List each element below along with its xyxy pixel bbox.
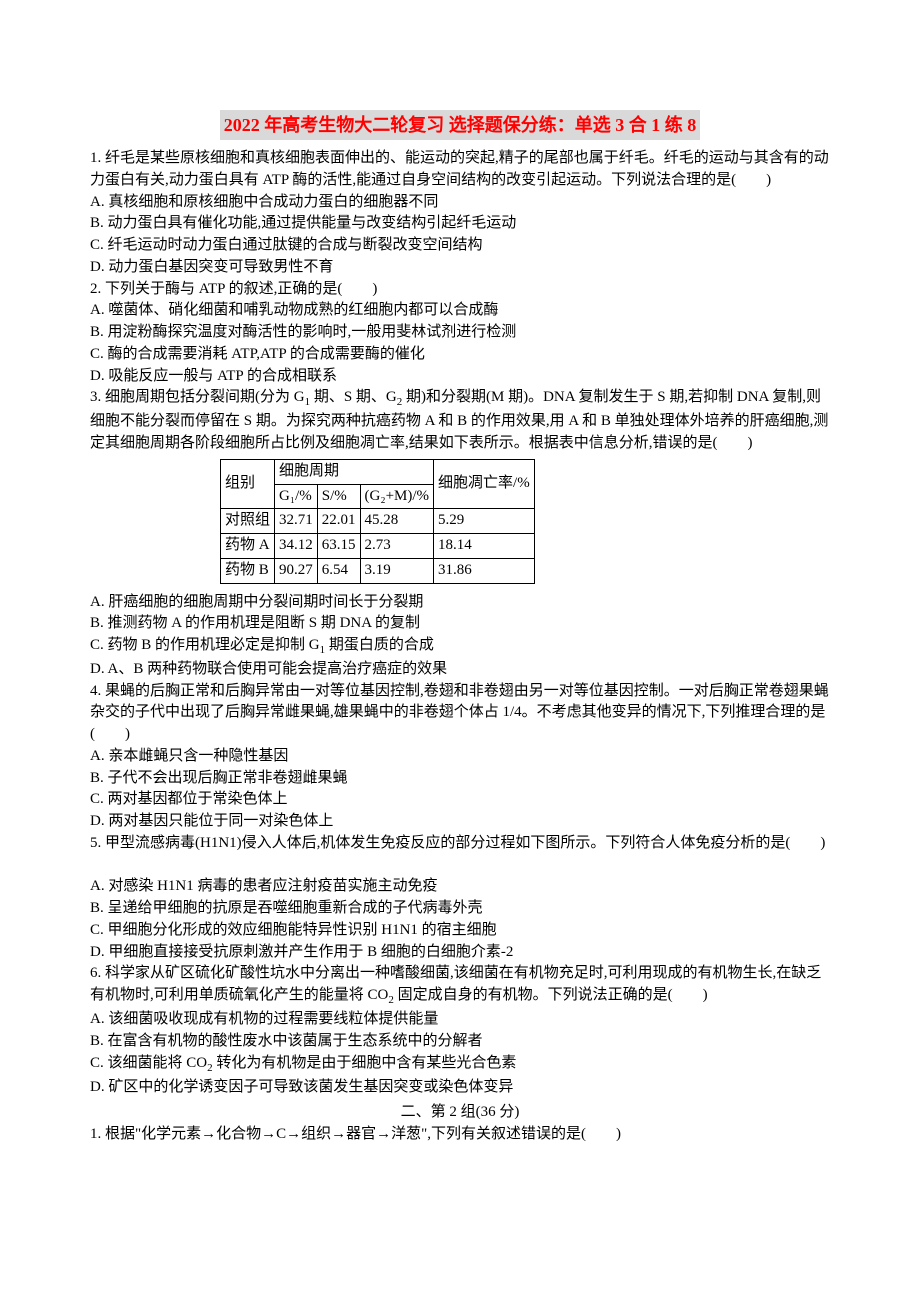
title-row: 2022 年高考生物大二轮复习 选择题保分练：单选 3 合 1 练 8 — [90, 110, 830, 140]
q2-opt-c: C. 酶的合成需要消耗 ATP,ATP 的合成需要酶的催化 — [90, 344, 830, 366]
cell-group: 药物 A — [221, 534, 275, 559]
q4-stem: 4. 果蝇的后胸正常和后胸异常由一对等位基因控制,卷翅和非卷翅由另一对等位基因控… — [90, 681, 830, 746]
cell-g1: 32.71 — [275, 509, 318, 534]
q3-c-b: 期蛋白质的合成 — [325, 637, 434, 653]
q5-opt-c: C. 甲细胞分化形成的效应细胞能特异性识别 H1N1 的宿主细胞 — [90, 920, 830, 942]
q5-opt-a: A. 对感染 H1N1 病毒的患者应注射疫苗实施主动免疫 — [90, 876, 830, 898]
table-row: 对照组 32.71 22.01 45.28 5.29 — [221, 509, 535, 534]
q2-opt-d: D. 吸能反应一般与 ATP 的合成相联系 — [90, 366, 830, 388]
q6-opt-c: C. 该细菌能将 CO2 转化为有机物是由于细胞中含有某些光合色素 — [90, 1053, 830, 1077]
q5-opt-b: B. 呈递给甲细胞的抗原是吞噬细胞重新合成的子代病毒外壳 — [90, 898, 830, 920]
q6-stem-b: 固定成自身的有机物。下列说法正确的是( ) — [394, 987, 708, 1003]
th-apop: 细胞凋亡率/% — [434, 459, 535, 509]
th-cycle: 细胞周期 — [275, 459, 434, 484]
q3-opt-d: D. A、B 两种药物联合使用可能会提高治疗癌症的效果 — [90, 659, 830, 681]
table-row: 药物 B 90.27 6.54 3.19 31.86 — [221, 558, 535, 583]
cell-g1: 34.12 — [275, 534, 318, 559]
s2-q1-stem: 1. 根据"化学元素→化合物→C→组织→器官→洋葱",下列有关叙述错误的是( ) — [90, 1124, 830, 1146]
q2-opt-b: B. 用淀粉酶探究温度对酶活性的影响时,一般用斐林试剂进行检测 — [90, 322, 830, 344]
q6-opt-b: B. 在富含有机物的酸性废水中该菌属于生态系统中的分解者 — [90, 1031, 830, 1053]
th-s: S/% — [317, 484, 360, 509]
section-2-header: 二、第 2 组(36 分) — [90, 1102, 830, 1124]
q3-stem-a: 3. 细胞周期包括分裂间期(分为 G — [90, 389, 305, 405]
th-g2m: (G₂+M)/% — [360, 484, 434, 509]
table-row: 药物 A 34.12 63.15 2.73 18.14 — [221, 534, 535, 559]
cell-s: 6.54 — [317, 558, 360, 583]
q4-opt-d: D. 两对基因只能位于同一对染色体上 — [90, 811, 830, 833]
q3-stem: 3. 细胞周期包括分裂间期(分为 G1 期、S 期、G2 期)和分裂期(M 期)… — [90, 387, 830, 454]
q6-opt-d: D. 矿区中的化学诱变因子可导致该菌发生基因突变或染色体变异 — [90, 1077, 830, 1099]
cell-group: 药物 B — [221, 558, 275, 583]
q1-opt-b: B. 动力蛋白具有催化功能,通过提供能量与改变结构引起纤毛运动 — [90, 213, 830, 235]
cell-s: 22.01 — [317, 509, 360, 534]
page-title: 2022 年高考生物大二轮复习 选择题保分练：单选 3 合 1 练 8 — [220, 110, 701, 140]
q6-opt-a: A. 该细菌吸收现成有机物的过程需要线粒体提供能量 — [90, 1009, 830, 1031]
cell-g2m: 2.73 — [360, 534, 434, 559]
q1-opt-a: A. 真核细胞和原核细胞中合成动力蛋白的细胞器不同 — [90, 192, 830, 214]
cell-group: 对照组 — [221, 509, 275, 534]
q4-opt-a: A. 亲本雌蝇只含一种隐性基因 — [90, 746, 830, 768]
cell-g2m: 3.19 — [360, 558, 434, 583]
table-header-row: 组别 细胞周期 细胞凋亡率/% — [221, 459, 535, 484]
q1-opt-d: D. 动力蛋白基因突变可导致男性不育 — [90, 257, 830, 279]
cell-s: 63.15 — [317, 534, 360, 559]
q3-opt-a: A. 肝癌细胞的细胞周期中分裂间期时间长于分裂期 — [90, 592, 830, 614]
q1-opt-c: C. 纤毛运动时动力蛋白通过肽键的合成与断裂改变空间结构 — [90, 235, 830, 257]
q3-opt-c: C. 药物 B 的作用机理必定是抑制 G1 期蛋白质的合成 — [90, 635, 830, 659]
q6-stem: 6. 科学家从矿区硫化矿酸性坑水中分离出一种嗜酸细菌,该细菌在有机物充足时,可利… — [90, 963, 830, 1009]
q5-opt-d: D. 甲细胞直接接受抗原刺激并产生作用于 B 细胞的白细胞介素-2 — [90, 942, 830, 964]
cell-cycle-table: 组别 细胞周期 细胞凋亡率/% G₁/% S/% (G₂+M)/% 对照组 32… — [220, 459, 535, 584]
q5-blank — [90, 855, 830, 877]
q1-stem: 1. 纤毛是某些原核细胞和真核细胞表面伸出的、能运动的突起,精子的尾部也属于纤毛… — [90, 148, 830, 192]
q4-opt-c: C. 两对基因都位于常染色体上 — [90, 789, 830, 811]
q2-stem: 2. 下列关于酶与 ATP 的叙述,正确的是( ) — [90, 279, 830, 301]
q3-stem-b: 期、S 期、G — [310, 389, 397, 405]
th-g1: G₁/% — [275, 484, 318, 509]
q3-opt-b: B. 推测药物 A 的作用机理是阻断 S 期 DNA 的复制 — [90, 613, 830, 635]
q2-opt-a: A. 噬菌体、硝化细菌和哺乳动物成熟的红细胞内都可以合成酶 — [90, 300, 830, 322]
cell-ap: 18.14 — [434, 534, 535, 559]
th-group: 组别 — [221, 459, 275, 509]
cell-ap: 31.86 — [434, 558, 535, 583]
q5-stem: 5. 甲型流感病毒(H1N1)侵入人体后,机体发生免疫反应的部分过程如下图所示。… — [90, 833, 830, 855]
cell-ap: 5.29 — [434, 509, 535, 534]
q3-c-a: C. 药物 B 的作用机理必定是抑制 G — [90, 637, 320, 653]
q6-c-a: C. 该细菌能将 CO — [90, 1055, 207, 1071]
q4-opt-b: B. 子代不会出现后胸正常非卷翅雌果蝇 — [90, 768, 830, 790]
q6-c-b: 转化为有机物是由于细胞中含有某些光合色素 — [213, 1055, 517, 1071]
cell-g1: 90.27 — [275, 558, 318, 583]
cell-g2m: 45.28 — [360, 509, 434, 534]
